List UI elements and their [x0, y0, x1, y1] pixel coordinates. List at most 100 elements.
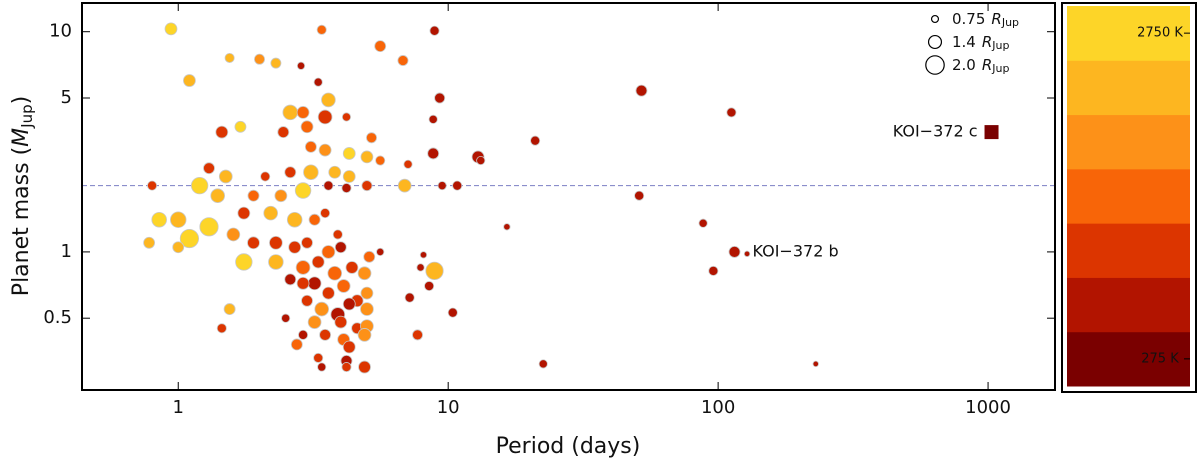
- planet-point: [317, 109, 333, 125]
- planet-point: [360, 150, 374, 164]
- planet-point: [363, 250, 376, 263]
- planet-point: [360, 286, 374, 300]
- planet-point: [300, 120, 314, 134]
- highlighted-planet: [728, 245, 741, 258]
- planet-point: [311, 255, 325, 269]
- planet-point: [234, 120, 247, 133]
- planet-point: [334, 241, 347, 254]
- planet-point: [403, 159, 413, 169]
- planet-point: [708, 265, 719, 276]
- planet-point: [476, 155, 486, 166]
- planet-point: [321, 92, 336, 108]
- planet-point: [172, 241, 185, 254]
- planet-point: [425, 261, 444, 281]
- planet-point: [295, 260, 311, 275]
- planet-point: [397, 178, 412, 193]
- planet-point: [332, 229, 343, 240]
- size-legend-marker: [927, 34, 943, 50]
- planet-point: [316, 24, 327, 35]
- planet-point: [247, 189, 260, 202]
- planet-point: [215, 125, 229, 139]
- size-legend-label: 2.0 RJup: [952, 56, 1010, 76]
- x-tick-label: 100: [701, 397, 735, 418]
- planet-point: [284, 273, 297, 286]
- planet-point: [286, 211, 303, 228]
- planet-point: [298, 329, 309, 340]
- planet-point: [318, 143, 332, 157]
- highlighted-planet: [984, 125, 999, 140]
- planet-point: [147, 180, 158, 191]
- planet-point: [342, 297, 356, 311]
- planet-point: [313, 77, 323, 87]
- planet-point: [179, 228, 200, 249]
- planet-point: [170, 211, 187, 228]
- colorbar-band: [1067, 114, 1190, 170]
- planet-point: [437, 181, 447, 191]
- planet-point: [323, 180, 334, 191]
- planet-point: [376, 247, 385, 256]
- y-axis-label-text: Planet mass (: [9, 147, 34, 296]
- planet-point: [342, 170, 356, 183]
- planet-point: [419, 251, 428, 259]
- size-legend-value: 0.75: [952, 10, 985, 28]
- y-axis-label-symbol: M: [9, 128, 34, 147]
- colorbar-band: [1067, 223, 1190, 278]
- size-legend-value: 1.4: [952, 33, 976, 51]
- y-axis-label-sub: Jup: [18, 104, 36, 128]
- planet-point: [304, 140, 317, 153]
- planet-point: [743, 250, 751, 258]
- planet-point: [698, 218, 708, 228]
- y-axis-label: Planet mass (MJup): [9, 96, 36, 296]
- planet-point: [530, 135, 541, 146]
- x-axis-label: Period (days): [496, 434, 641, 459]
- colorbar-frame: [1061, 2, 1197, 393]
- size-legend-unit: R: [991, 10, 1001, 28]
- colorbar-band: [1067, 168, 1190, 224]
- planet-point: [357, 328, 372, 342]
- planet-point: [313, 352, 324, 363]
- planet-point: [366, 132, 377, 144]
- planet-label: KOI−372 c: [893, 122, 978, 141]
- size-legend-unit-sub: Jup: [991, 39, 1009, 52]
- colorbar-band: [1067, 331, 1190, 387]
- planet-point: [812, 360, 819, 368]
- planet-point: [235, 253, 253, 271]
- planet-point: [404, 292, 415, 303]
- planet-point: [503, 223, 511, 231]
- planet-point: [203, 162, 215, 175]
- size-legend-value: 2.0: [952, 56, 976, 74]
- planet-point: [282, 104, 299, 121]
- planet-point: [327, 265, 343, 281]
- planet-point: [296, 276, 310, 290]
- planet-point: [341, 183, 352, 194]
- planet-point: [538, 359, 548, 369]
- planet-point: [164, 22, 178, 36]
- planet-point: [307, 276, 322, 291]
- planet-point: [284, 166, 297, 179]
- planet-point: [726, 107, 737, 118]
- planet-point: [452, 180, 463, 191]
- planet-point: [320, 208, 331, 219]
- planet-point: [397, 55, 409, 66]
- planet-point: [342, 147, 356, 160]
- planet-point: [447, 307, 458, 318]
- planet-point: [321, 245, 336, 259]
- colorbar-tick-label: 275 K: [1141, 351, 1179, 366]
- planet-point: [199, 217, 219, 237]
- planet-point: [223, 303, 236, 316]
- planet-point: [247, 236, 260, 250]
- y-tick-label: 1: [61, 241, 72, 262]
- planet-point: [427, 147, 440, 160]
- x-tick-label: 1: [173, 397, 184, 418]
- planet-point: [317, 362, 327, 372]
- x-tick-label: 10: [437, 397, 460, 418]
- planet-point: [224, 52, 235, 63]
- planet-point: [319, 328, 332, 341]
- planet-point: [341, 362, 352, 373]
- size-legend-unit-sub: Jup: [991, 62, 1009, 75]
- planet-point: [360, 302, 374, 316]
- planet-point: [237, 206, 251, 220]
- planet-point: [190, 176, 209, 195]
- planet-point: [290, 338, 303, 351]
